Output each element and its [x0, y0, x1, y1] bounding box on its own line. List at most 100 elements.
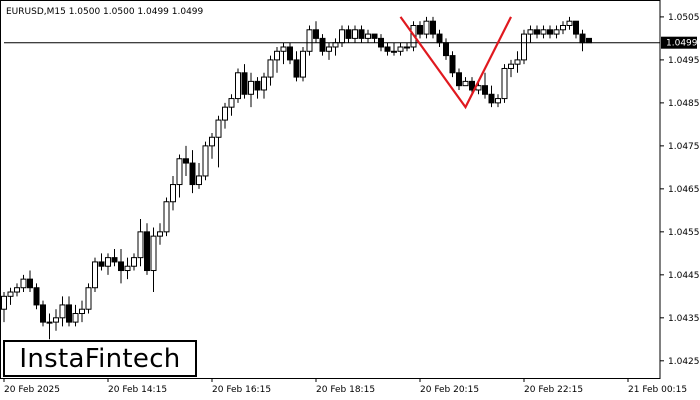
candle	[540, 25, 547, 39]
candle-body	[105, 257, 111, 267]
candle	[189, 150, 196, 194]
y-tick-label: 1.0465	[668, 185, 700, 195]
y-tick-label: 1.0475	[668, 142, 700, 152]
candle-body	[482, 85, 488, 95]
candle-body	[313, 29, 319, 39]
double-top-pattern-line	[399, 16, 512, 110]
candle	[423, 16, 430, 39]
x-tick-label: 20 Feb 22:15	[524, 385, 583, 395]
candle	[521, 29, 527, 65]
candle	[92, 257, 98, 293]
candle-body	[534, 29, 540, 35]
chart-title: EURUSD,M15 1.0500 1.0500 1.0499 1.0499	[6, 7, 204, 17]
candle	[326, 42, 332, 60]
candle-body	[280, 46, 287, 52]
candle	[430, 16, 436, 39]
candle	[560, 21, 566, 35]
candle-body	[59, 304, 66, 319]
candle-body	[274, 50, 280, 61]
candle	[456, 68, 462, 90]
candle-body	[254, 80, 261, 91]
candle-body	[79, 308, 85, 315]
instafintech-logo: InstaFintech	[3, 340, 197, 377]
candle	[118, 249, 124, 284]
candle-body	[397, 46, 404, 52]
plot-area	[0, 0, 661, 379]
candle-body	[443, 42, 449, 57]
candle	[332, 38, 339, 56]
candle	[527, 25, 534, 43]
candle-body	[189, 162, 196, 186]
candle-body	[345, 29, 352, 39]
candle-body	[547, 29, 553, 35]
candle	[287, 42, 293, 65]
x-tick-label: 20 Feb 16:15	[212, 385, 271, 395]
candle-body	[170, 184, 176, 203]
candle	[241, 64, 248, 99]
candle-body	[118, 261, 124, 272]
candle	[202, 141, 209, 181]
candle-body	[430, 20, 436, 35]
candle	[157, 223, 163, 245]
candle	[345, 25, 352, 43]
candle	[501, 64, 508, 103]
candle	[300, 46, 306, 82]
candle-body	[40, 304, 46, 323]
candle-body	[553, 29, 560, 35]
candle	[215, 115, 222, 168]
candle-body	[339, 29, 345, 44]
candle	[196, 163, 202, 189]
x-tick-label: 20 Feb 18:15	[316, 385, 375, 395]
y-tick-label: 1.0485	[668, 99, 700, 109]
candle-body	[144, 231, 150, 272]
x-axis: 20 Feb 2025 20 Feb 14:15 20 Feb 16:15 20 Fe…	[3, 378, 687, 395]
y-tick-label: 1.0455	[668, 228, 700, 238]
candle	[27, 270, 33, 293]
candle-body	[527, 29, 534, 35]
candle	[254, 77, 261, 99]
candle	[358, 25, 365, 43]
candle-body	[85, 287, 92, 310]
candle	[144, 223, 150, 275]
candle	[391, 42, 397, 56]
candle	[176, 154, 183, 198]
x-tick-label: 20 Feb 14:15	[108, 385, 167, 395]
candle-body	[326, 46, 332, 52]
candle-body	[391, 50, 397, 53]
candle	[66, 296, 72, 327]
candle	[280, 42, 287, 65]
candle	[462, 77, 469, 87]
y-tick-label: 1.0445	[668, 271, 700, 281]
candle-body	[319, 37, 326, 52]
candle-body	[111, 257, 118, 263]
candle	[150, 227, 157, 293]
candle	[566, 16, 573, 30]
y-tick-label: 1.0435	[668, 314, 700, 324]
candle	[586, 37, 592, 44]
candle-body	[287, 46, 293, 61]
candle-body	[436, 33, 443, 44]
candle-body	[365, 33, 371, 39]
candle	[397, 42, 404, 56]
candle-body	[1, 295, 7, 310]
candle-body	[521, 33, 527, 61]
candle	[72, 304, 79, 327]
candle	[352, 25, 358, 43]
candle	[222, 102, 228, 129]
candle-body	[261, 76, 267, 91]
candle-body	[501, 67, 508, 100]
candle	[228, 94, 235, 116]
candle-body	[183, 158, 189, 164]
candle-body	[560, 24, 566, 31]
candle-body	[469, 80, 475, 91]
candle-body	[72, 313, 79, 323]
candle	[469, 77, 475, 95]
candle	[105, 253, 111, 275]
candle-body	[248, 80, 254, 95]
candle-body	[202, 145, 209, 177]
candle-body	[137, 231, 144, 259]
candle	[339, 25, 345, 47]
candle-body	[404, 46, 410, 49]
y-axis: 1.0505 1.0495 1.0485 1.0475 1.0465 1.0455 1.04…	[660, 13, 700, 367]
candle	[131, 253, 137, 271]
